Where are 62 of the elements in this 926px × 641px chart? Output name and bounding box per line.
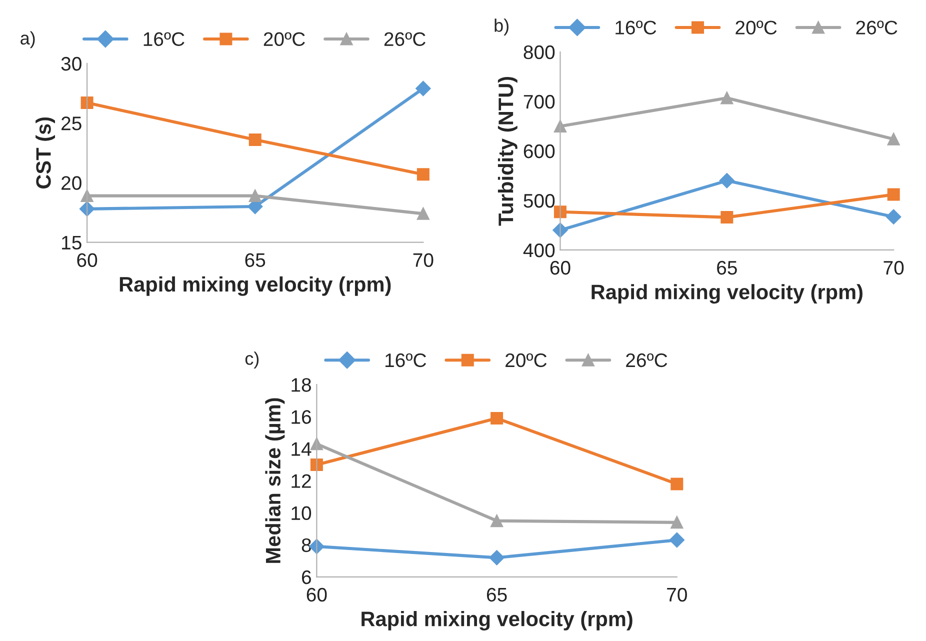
y-tick-label: 700 <box>524 94 555 109</box>
point <box>416 207 430 220</box>
y-tick-label: 600 <box>524 144 555 158</box>
point <box>416 168 430 181</box>
y-tick-label: 25 <box>62 116 82 130</box>
point <box>720 211 734 224</box>
y-tick-label: 12 <box>292 474 311 488</box>
y-tick-label: 30 <box>61 56 82 71</box>
y-tick-label: 800 <box>524 45 555 60</box>
y-tick-label: 18 <box>292 378 311 392</box>
y-tick-label: 8 <box>302 538 311 552</box>
legend-label: 26ºC <box>626 353 668 368</box>
point <box>670 516 684 529</box>
point <box>719 173 734 188</box>
point <box>310 458 323 471</box>
x-axis-title: Rapid mixing velocity (rpm) <box>362 611 632 631</box>
point <box>490 514 504 528</box>
legend-label: 16ºC <box>616 20 656 34</box>
point <box>669 532 684 548</box>
x-tick-label: 70 <box>884 260 904 275</box>
legend-label: 26ºC <box>384 32 426 46</box>
legend-label: 20ºC <box>736 20 777 34</box>
point <box>490 412 504 425</box>
x-tick-label: 65 <box>486 588 507 602</box>
x-tick-label: 70 <box>667 588 687 602</box>
x-tick-label: 70 <box>413 253 434 267</box>
point <box>248 134 262 146</box>
y-axis-title: Median size (µm) <box>265 398 285 563</box>
x-tick-label: 65 <box>245 253 266 267</box>
legend-label: 26ºC <box>856 20 898 34</box>
point <box>720 92 734 104</box>
point <box>670 478 684 490</box>
y-tick-label: 400 <box>523 243 555 258</box>
point <box>887 188 900 201</box>
x-tick-label: 60 <box>550 260 570 275</box>
legend-label: 20ºC <box>264 32 305 46</box>
point <box>886 209 902 224</box>
x-axis-title: Rapid mixing velocity (rpm) <box>120 276 391 296</box>
x-tick-label: 60 <box>306 588 327 602</box>
chart-title: c) <box>245 352 259 368</box>
y-axis-title: Turbidity (NTU) <box>498 76 518 226</box>
x-tick-label: 60 <box>77 253 98 267</box>
y-axis-title: CST (s) <box>36 117 55 188</box>
chart-title: a) <box>20 31 35 48</box>
point <box>489 550 504 566</box>
y-tick-label: 16 <box>292 410 311 424</box>
x-axis-title: Rapid mixing velocity (rpm) <box>592 284 862 304</box>
y-tick-label: 14 <box>292 442 312 456</box>
point <box>887 132 900 146</box>
y-tick-label: 500 <box>524 194 555 208</box>
point <box>248 190 262 202</box>
point <box>416 80 431 96</box>
x-tick-label: 65 <box>717 260 737 275</box>
y-tick-label: 20 <box>62 176 82 190</box>
legend-label: 20ºC <box>506 353 547 368</box>
y-tick-label: 15 <box>62 236 82 250</box>
legend-label: 16ºC <box>386 353 426 368</box>
chart-title: b) <box>494 18 508 36</box>
y-tick-label: 10 <box>292 506 312 520</box>
point <box>80 96 94 110</box>
legend-label: 16ºC <box>144 32 184 46</box>
y-tick-label: 6 <box>302 570 311 584</box>
